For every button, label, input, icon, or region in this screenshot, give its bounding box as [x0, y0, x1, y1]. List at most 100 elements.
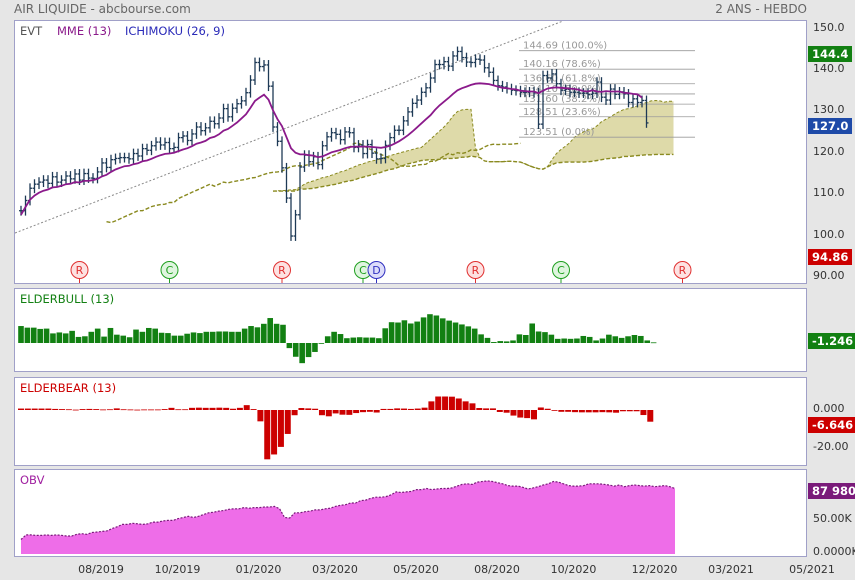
price-bar [410, 98, 415, 117]
price-bar [320, 140, 325, 170]
price-bar [581, 88, 586, 99]
price-bar [352, 127, 356, 153]
elderbull-bar [254, 327, 261, 343]
price-bar [343, 127, 347, 145]
signal-marker [552, 261, 570, 279]
price-bar [545, 70, 550, 83]
elderbull-bar [478, 334, 484, 343]
elderbull-bar [261, 323, 267, 343]
elderbear-bar [606, 410, 613, 413]
elderbull-bar [62, 333, 69, 343]
elderbear-bar [448, 396, 455, 410]
elderbear-bar [544, 408, 551, 410]
elderbull-bar [152, 328, 158, 343]
elderbull-bar [139, 331, 146, 343]
price-bar [631, 93, 635, 108]
elderbull-bar [88, 331, 95, 343]
elderbear-bar [633, 410, 640, 412]
obv-line [20, 480, 676, 540]
price-bar [401, 115, 406, 136]
elderbull-bar [43, 328, 50, 343]
obv-y-tick: 0.0000K [813, 545, 855, 558]
price-bar [460, 46, 464, 63]
elderbear-bar [243, 405, 250, 410]
elderbear-bar [599, 410, 606, 413]
x-axis-tick-label: 03/2020 [312, 563, 358, 576]
last-price-tag: 127.0 [808, 118, 853, 134]
elderbull-bar [625, 336, 631, 343]
elderbear-bar [38, 408, 45, 410]
price-bar [140, 143, 145, 161]
elderbear-bar [496, 410, 503, 412]
signal-marker [70, 261, 89, 279]
elderbull-bar [382, 328, 389, 343]
price-bar [491, 67, 496, 86]
elderbear-bar [100, 409, 107, 411]
elderbull-bar [229, 331, 235, 343]
elderbear-bar [59, 409, 66, 410]
x-axis-tick-label: 08/2020 [474, 563, 520, 576]
price-bar [469, 57, 473, 68]
elderbear-bar [106, 409, 113, 411]
elderbear-bar [277, 410, 284, 447]
elderbear-bar [154, 409, 161, 411]
price-y-tick: 130.0 [813, 103, 845, 116]
elderbull-bar [593, 340, 599, 343]
elderbear-bar [414, 408, 421, 410]
elderbull-bar [401, 320, 408, 343]
price-y-tick: 110.0 [813, 186, 845, 199]
elderbear-panel: ELDERBEAR (13) [14, 377, 807, 466]
obv-area [21, 480, 675, 554]
elderbear-bar [524, 410, 531, 419]
elderbear-bar [510, 410, 517, 416]
elderbull-bar [184, 333, 190, 343]
price-bar [464, 52, 469, 67]
elderbull-bar [535, 331, 542, 343]
signal-marker-letter: R [278, 264, 286, 277]
elderbull-bar [395, 322, 401, 343]
elderbull-bar [50, 333, 56, 343]
price-bar [226, 103, 230, 122]
elderbull-bar [107, 327, 114, 343]
price-bar [41, 175, 46, 188]
elderbear-bar [387, 408, 394, 410]
elderbull-bar [94, 328, 101, 343]
elderbear-bar [360, 410, 366, 413]
price-bar [298, 162, 302, 220]
elderbear-bar [551, 410, 558, 411]
elderbear-bar [626, 410, 633, 412]
price-bar [64, 171, 68, 185]
elderbull-bar [120, 335, 127, 343]
signal-marker-letter: C [359, 264, 367, 277]
elderbull-bar [344, 338, 350, 343]
price-bar [617, 86, 622, 100]
elderbear-bar [72, 409, 79, 411]
ichimoku-cloud-lower [273, 153, 674, 192]
price-bar [347, 127, 352, 138]
x-axis-tick-label: 12/2020 [631, 563, 678, 576]
elderbull-bar [56, 332, 63, 343]
price-bar [437, 59, 442, 70]
elderbull-bar [427, 314, 433, 343]
elderbear-bar [469, 403, 476, 410]
elderbull-bar [618, 337, 625, 343]
elderbull-bar [420, 317, 427, 343]
elderbull-bar [241, 328, 248, 343]
price-bar [55, 171, 59, 188]
price-bar [280, 136, 284, 173]
elderbull-bar [580, 335, 587, 343]
x-axis-tick-label: 10/2020 [550, 563, 597, 576]
elderbull-bar [337, 334, 344, 343]
price-bar [428, 73, 433, 93]
elderbear-bar [476, 408, 483, 410]
signal-marker-letter: C [557, 264, 565, 277]
elderbear-bar [120, 409, 127, 411]
elderbear-bar [401, 408, 408, 410]
price-bar [91, 173, 95, 184]
elderbear-chart [18, 396, 654, 460]
signal-marker [273, 261, 291, 279]
chart-header-title: AIR LIQUIDE - abcbourse.com [14, 2, 191, 16]
price-y-tick: 100.0 [813, 228, 845, 241]
price-y-tick: 90.00 [813, 269, 845, 282]
elderbear-bar [168, 407, 175, 410]
